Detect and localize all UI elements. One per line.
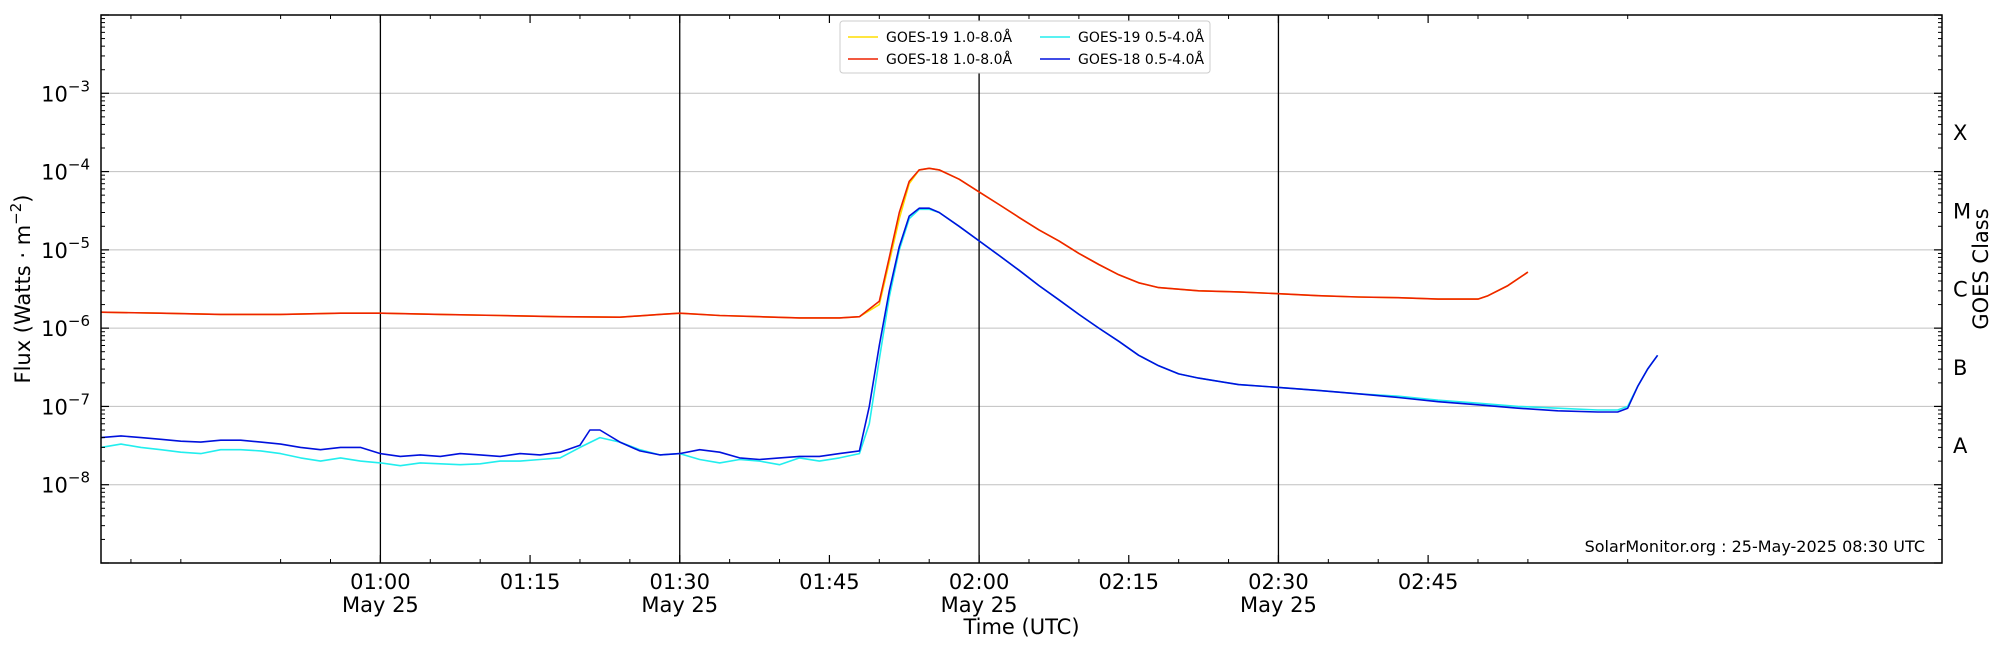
y-tick-exponent: −4: [68, 156, 90, 174]
major-time-lines: [379, 15, 1280, 563]
legend-label: GOES-18 1.0-8.0Å: [886, 51, 1012, 68]
y-tick-label: 10−5: [41, 234, 90, 263]
y-tick-exponent: −8: [68, 469, 90, 487]
series-line: [100, 208, 1659, 467]
legend: GOES-19 1.0-8.0Å GOES-19 0.5-4.0Å GOES-18 …: [839, 20, 1211, 74]
y-tick-label: 10−3: [41, 77, 90, 106]
y-tick-label: 10−6: [41, 312, 90, 341]
goes-class-label: M: [1953, 199, 1971, 223]
x-tick-date: May 25: [941, 593, 1018, 617]
grid-layer: [101, 92, 1942, 486]
legend-label: GOES-18 0.5-4.0Å: [1078, 51, 1204, 68]
y-tick-base: 10: [41, 161, 68, 185]
x-axis-title: Time (UTC): [962, 615, 1079, 639]
x-tick-date: May 25: [342, 593, 419, 617]
tick-layer: [101, 14, 1942, 564]
series-line: [100, 167, 1529, 319]
y-tick-base: 10: [41, 395, 68, 419]
x-tick-time: 01:00: [350, 570, 411, 594]
series-line: [100, 207, 1659, 461]
legend-items: GOES-19 1.0-8.0Å GOES-19 0.5-4.0Å GOES-18 …: [848, 29, 1204, 68]
y-tick-exponent: −7: [68, 390, 90, 408]
y-tick-base: 10: [41, 317, 68, 341]
x-tick-time: 02:15: [1099, 570, 1160, 594]
x-tick-time: 01:45: [799, 570, 860, 594]
x-tick-time: 01:30: [649, 570, 710, 594]
x-tick-date: May 25: [641, 593, 718, 617]
goes-class-label: B: [1953, 356, 1967, 380]
y-axis-title-close: ): [11, 194, 35, 202]
goes-class-label: A: [1953, 434, 1968, 458]
legend-box: [839, 20, 1211, 74]
y-axis-title-superscript: −2: [7, 203, 25, 225]
goes-class-axis-title: GOES Class: [1969, 208, 1993, 329]
goes-class-labels: A B C M X: [1953, 121, 1971, 458]
y-tick-label: 10−4: [41, 156, 90, 185]
y-axis-title: Flux (Watts · m−2): [7, 194, 35, 383]
x-tick-time: 02:45: [1398, 570, 1459, 594]
goes-class-label: X: [1953, 121, 1967, 145]
series-layer: [100, 167, 1659, 467]
x-tick-date: May 25: [1240, 593, 1317, 617]
source-watermark: SolarMonitor.org : 25-May-2025 08:30 UTC: [1585, 537, 1925, 556]
x-tick-time: 02:00: [949, 570, 1010, 594]
y-tick-exponent: −6: [68, 312, 90, 330]
y-tick-exponent: −3: [68, 77, 90, 95]
y-tick-base: 10: [41, 474, 68, 498]
x-tick-time: 02:30: [1248, 570, 1309, 594]
legend-label: GOES-19 0.5-4.0Å: [1078, 29, 1204, 46]
y-tick-label: 10−8: [41, 469, 90, 498]
y-tick-base: 10: [41, 239, 68, 263]
plot-frame: [100, 14, 1943, 564]
legend-label: GOES-19 1.0-8.0Å: [886, 29, 1012, 46]
y-tick-exponent: −5: [68, 234, 90, 252]
y-tick-label: 10−7: [41, 390, 90, 419]
y-axis-title-text: Flux (Watts · m: [11, 225, 35, 384]
goes-class-label: C: [1953, 278, 1968, 302]
x-tick-time: 01:15: [500, 570, 561, 594]
y-tick-base: 10: [41, 82, 68, 106]
y-tick-labels: 10−810−710−610−510−410−3: [41, 77, 90, 497]
